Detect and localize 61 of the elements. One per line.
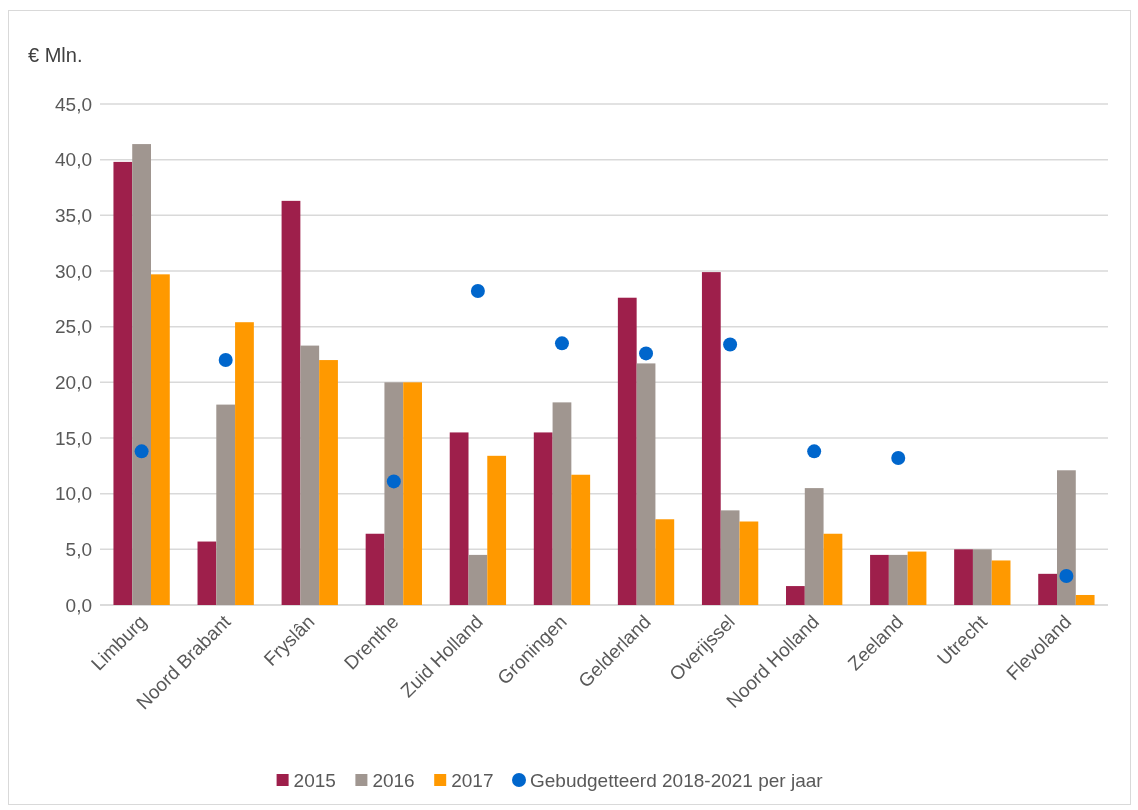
- point: [723, 337, 738, 352]
- bar: [907, 551, 927, 605]
- bar: [216, 404, 236, 605]
- bar: [571, 474, 591, 605]
- bar: [1038, 573, 1057, 605]
- point: [891, 451, 906, 466]
- bar: [197, 541, 217, 605]
- point: [807, 444, 822, 459]
- point: [470, 284, 485, 299]
- bar: [552, 402, 572, 605]
- y-tick-label: 40,0: [55, 149, 92, 171]
- y-tick-label: 30,0: [55, 260, 92, 282]
- bar: [804, 488, 824, 605]
- bar: [991, 560, 1011, 605]
- bar: [888, 554, 908, 605]
- bar: [655, 519, 675, 605]
- bar: [365, 533, 385, 605]
- point: [1059, 569, 1074, 584]
- point: [134, 444, 149, 459]
- bar: [300, 345, 320, 605]
- point: [639, 346, 654, 361]
- legend-label: 2016: [372, 769, 415, 791]
- bar: [384, 382, 404, 605]
- y-tick-label: 35,0: [55, 204, 92, 226]
- bar: [113, 161, 133, 605]
- y-tick-label: 10,0: [55, 483, 92, 505]
- point: [218, 353, 233, 368]
- bar: [403, 382, 422, 605]
- bar: [468, 554, 488, 605]
- point: [554, 336, 569, 351]
- bar: [1057, 470, 1076, 605]
- bar: [281, 200, 301, 605]
- bar: [954, 549, 973, 605]
- legend-label: Gebudgetteerd 2018-2021 per jaar: [530, 769, 824, 791]
- y-tick-label: 15,0: [55, 427, 92, 449]
- point: [386, 474, 401, 489]
- bar: [617, 297, 637, 605]
- bar: [319, 360, 338, 605]
- bar: [823, 533, 843, 605]
- y-tick-label: 5,0: [65, 538, 92, 560]
- legend-label: 2017: [451, 769, 494, 791]
- y-tick-label: 45,0: [55, 93, 92, 115]
- bar: [235, 322, 254, 605]
- bar: [636, 363, 656, 605]
- y-tick-label: 25,0: [55, 316, 92, 338]
- y-tick-label: 20,0: [55, 371, 92, 393]
- bar: [786, 586, 805, 605]
- bar: [533, 432, 553, 605]
- bar: [1075, 594, 1095, 605]
- y-tick-label: 0,0: [65, 594, 92, 616]
- bar: [449, 432, 469, 605]
- bar: [132, 144, 151, 605]
- bar: [701, 272, 721, 605]
- bar: [720, 510, 740, 605]
- bar: [151, 274, 170, 605]
- legend-label: 2015: [293, 769, 336, 791]
- bar: [972, 549, 992, 605]
- bar: [739, 521, 759, 605]
- bar: [870, 554, 889, 605]
- bar: [487, 455, 507, 605]
- y-axis-title: € Mln.: [28, 44, 83, 66]
